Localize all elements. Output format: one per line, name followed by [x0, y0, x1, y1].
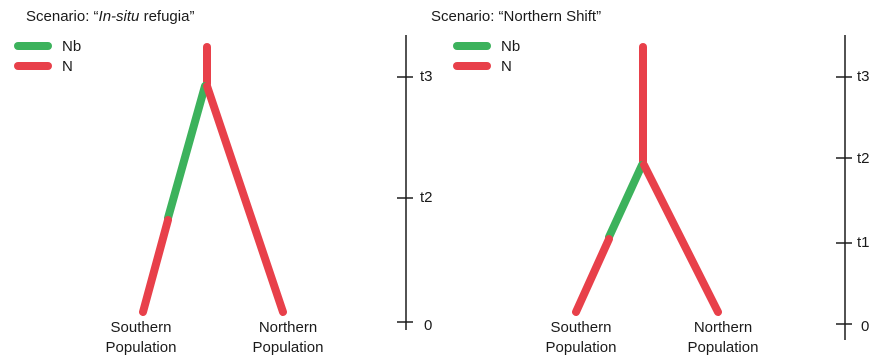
tick-label: 0 — [424, 317, 433, 334]
tick-label: t2 — [857, 150, 870, 167]
insitu-tree-diagram — [139, 35, 413, 330]
legend: Nb N — [14, 36, 81, 76]
time-axis — [397, 35, 413, 330]
northern-branch-n — [203, 82, 287, 316]
legend-item-n: N — [14, 56, 81, 76]
tick-label: t1 — [857, 234, 870, 251]
nb-swatch — [14, 42, 52, 50]
tick-label: t3 — [420, 68, 433, 85]
legend: Nb N — [453, 36, 520, 76]
legend-item-n: N — [453, 56, 520, 76]
scenario-title: Scenario: “In-situ refugia” — [26, 8, 195, 25]
northern-population-label: Northern Population — [252, 319, 324, 356]
tick-label: 0 — [861, 318, 870, 335]
n-swatch — [14, 62, 52, 70]
northern-population-label: Northern Population — [687, 319, 759, 356]
southern-branch-nb — [605, 161, 646, 241]
southern-branch-n — [139, 216, 172, 316]
legend-item-nb: Nb — [453, 36, 520, 56]
time-axis — [836, 35, 852, 340]
nb-swatch — [453, 42, 491, 50]
northern-shift-tree-diagram — [572, 35, 852, 340]
southern-branch-n — [572, 235, 613, 316]
southern-population-label: Southern Population — [545, 319, 617, 356]
scenario-insitu-panel: Scenario: “In-situ refugia” Nb N t3 t2 0… — [0, 0, 437, 358]
tick-label: t2 — [420, 189, 433, 206]
northern-branch-n — [640, 161, 722, 316]
southern-branch-nb — [164, 82, 209, 222]
southern-population-label: Southern Population — [105, 319, 177, 356]
n-swatch — [453, 62, 491, 70]
legend-item-nb: Nb — [14, 36, 81, 56]
scenario-northern-shift-panel: Scenario: “Northern Shift” Nb N t3 t2 t1… — [431, 0, 875, 358]
tick-label: t3 — [857, 68, 870, 85]
scenario-title: Scenario: “Northern Shift” — [431, 8, 602, 25]
